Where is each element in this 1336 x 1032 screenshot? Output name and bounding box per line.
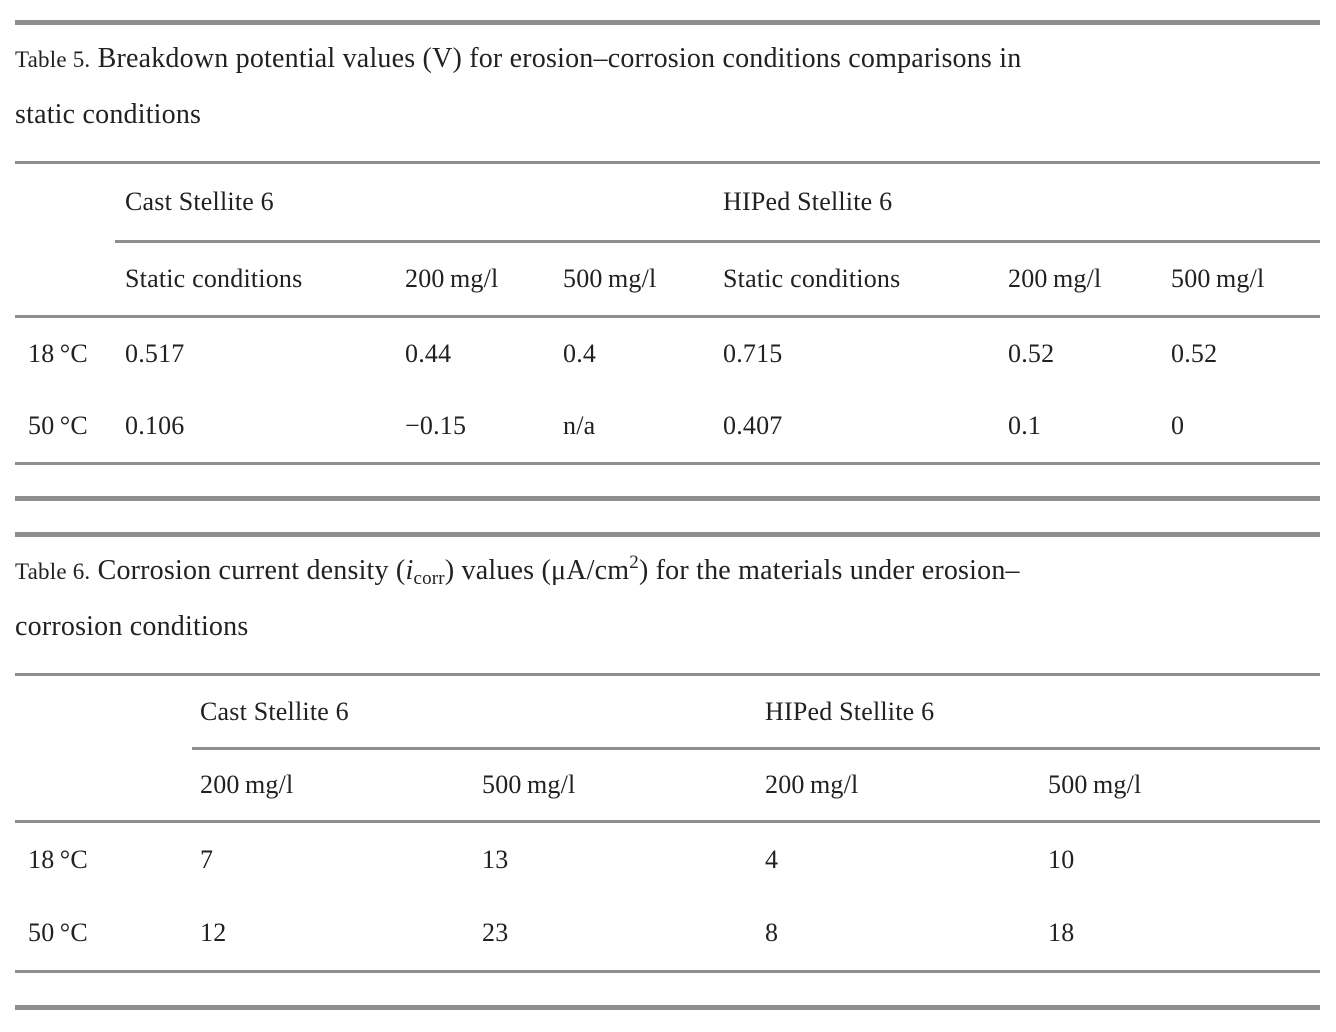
- table6-row-18c: 18 °C 7 13 4 10: [15, 823, 1320, 896]
- table5-row-50c: 50 °C 0.106 −0.15 n/a 0.407 0.1 0: [15, 390, 1320, 462]
- table5-group-header-row: Cast Stellite 6 HIPed Stellite 6: [15, 164, 1320, 240]
- table5-subheader-static-2: Static conditions: [723, 264, 901, 293]
- table5-group-cast: Cast Stellite 6: [125, 187, 274, 216]
- table6-cell-50c-200-cast: 12: [200, 918, 227, 947]
- table5-cell-50c-200-cast: −0.15: [405, 411, 467, 440]
- table6-group-cast: Cast Stellite 6: [200, 696, 349, 726]
- table6-subheader-row: 200 mg/l 500 mg/l 200 mg/l 500 mg/l: [15, 750, 1320, 820]
- table5-subheader-static-1: Static conditions: [125, 264, 303, 293]
- table6-cell-18c-500-hiped: 10: [1048, 844, 1075, 874]
- table5-caption: Table 5. Breakdown potential values (V) …: [15, 25, 1320, 161]
- table6-group-hiped: HIPed Stellite 6: [765, 696, 935, 726]
- table5-caption-text: Breakdown potential values (V) for erosi…: [97, 43, 1022, 74]
- table6-row-18c-label: 18 °C: [28, 844, 88, 874]
- table6-bottom-frame-rule: [15, 1005, 1320, 1010]
- table5-row-18c-label: 18 °C: [28, 339, 88, 368]
- table5-row-18c: 18 °C 0.517 0.44 0.4 0.715 0.52 0.52: [15, 318, 1320, 390]
- table6-caption-seg1: Corrosion current density (: [97, 555, 406, 586]
- table6-caption-cm2-superscript: 2: [629, 552, 639, 573]
- table6-caption-seg3: ) for the materials under erosion–: [638, 555, 1020, 586]
- table6-top-frame-rule: [15, 532, 1320, 537]
- table5-block: Table 5. Breakdown potential values (V) …: [15, 20, 1320, 501]
- table6-cell-18c-200-cast: 7: [200, 844, 214, 874]
- table5-group-underline-rule: [115, 240, 1320, 243]
- table6-row-50c-label: 50 °C: [28, 918, 88, 947]
- table5-body-bottom-rule: [15, 462, 1320, 465]
- table6-cell-18c-500-cast: 13: [482, 844, 509, 874]
- table6-cell-50c-200-hiped: 8: [765, 918, 779, 947]
- table5-caption-line2: static conditions: [15, 99, 202, 130]
- table6-group-underline-rule: [192, 747, 1320, 750]
- table6-bottom-gap: [15, 973, 1320, 1005]
- table5-cell-18c-static-cast: 0.517: [125, 339, 185, 368]
- table5-row-50c-label: 50 °C: [28, 411, 88, 440]
- table6-subheader-500-hiped: 500 mg/l: [1048, 770, 1142, 799]
- table6-caption-label: Table 6.: [15, 559, 91, 584]
- table5-top-frame-rule: [15, 20, 1320, 25]
- table5-subheader-200-1: 200 mg/l: [405, 264, 499, 293]
- table5-cell-18c-500-cast: 0.4: [563, 339, 597, 368]
- table5-caption-label: Table 5.: [15, 47, 91, 72]
- table5-cell-50c-500-hiped: 0: [1171, 411, 1185, 440]
- table6-caption-seg2: ) values (μA/cm: [444, 555, 630, 586]
- table5-cell-18c-static-hiped: 0.715: [723, 339, 783, 368]
- table5-subheader-200-2: 200 mg/l: [1008, 264, 1102, 293]
- table5-subheader-500-1: 500 mg/l: [563, 264, 657, 293]
- table6-cell-50c-500-hiped: 18: [1048, 918, 1075, 947]
- table5-subheader-500-2: 500 mg/l: [1171, 264, 1265, 293]
- table6-header-bottom-rule: [15, 820, 1320, 823]
- table5-subheader-row: Static conditions 200 mg/l 500 mg/l Stat…: [15, 243, 1320, 315]
- table6-block: Table 6. Corrosion current density (icor…: [15, 532, 1320, 1010]
- table5-bottom-frame-rule: [15, 496, 1320, 501]
- table5-caption-line1: Table 5. Breakdown potential values (V) …: [15, 31, 1320, 87]
- table6-caption-line2: corrosion conditions: [15, 611, 249, 642]
- table5-cell-18c-200-cast: 0.44: [405, 339, 452, 368]
- table5-header-bottom-rule: [15, 315, 1320, 318]
- table6-group-header-row: Cast Stellite 6 HIPed Stellite 6: [15, 676, 1320, 747]
- table6-caption-icorr-variable: i: [405, 555, 414, 586]
- table6-cell-18c-200-hiped: 4: [765, 844, 779, 874]
- table6-caption-icorr-subscript: corr: [413, 568, 445, 589]
- table5-bottom-gap: [15, 465, 1320, 496]
- table6-header-top-rule: [15, 673, 1320, 676]
- table5-cell-18c-500-hiped: 0.52: [1171, 339, 1218, 368]
- table6-subheader-200-cast: 200 mg/l: [200, 770, 294, 799]
- table5-group-hiped: HIPed Stellite 6: [723, 187, 893, 216]
- table5-cell-50c-static-cast: 0.106: [125, 411, 185, 440]
- table6-body-bottom-rule: [15, 970, 1320, 973]
- table5-cell-50c-static-hiped: 0.407: [723, 411, 783, 440]
- table6-caption: Table 6. Corrosion current density (icor…: [15, 537, 1320, 673]
- table6-subheader-200-hiped: 200 mg/l: [765, 770, 859, 799]
- inter-table-gap: [15, 501, 1320, 532]
- paper-page: Table 5. Breakdown potential values (V) …: [15, 20, 1320, 1010]
- table5-cell-50c-500-cast: n/a: [563, 411, 596, 440]
- table6-caption-line1: Table 6. Corrosion current density (icor…: [15, 543, 1320, 599]
- table5-cell-18c-200-hiped: 0.52: [1008, 339, 1055, 368]
- table6-subheader-500-cast: 500 mg/l: [482, 770, 576, 799]
- table5-header-top-rule: [15, 161, 1320, 164]
- table6-cell-50c-500-cast: 23: [482, 918, 509, 947]
- table5-cell-50c-200-hiped: 0.1: [1008, 411, 1042, 440]
- table6-row-50c: 50 °C 12 23 8 18: [15, 896, 1320, 970]
